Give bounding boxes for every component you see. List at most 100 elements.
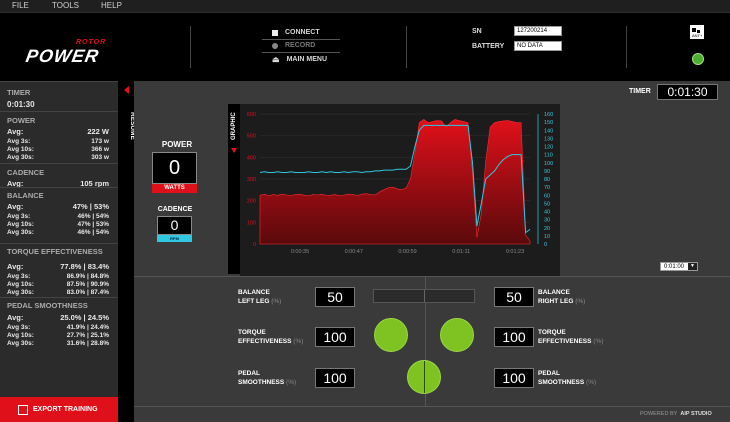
rpm-unit: RPM (157, 235, 192, 242)
torque-left-value: 100 (315, 327, 355, 347)
menu-file[interactable]: FILE (12, 1, 29, 10)
divider (262, 52, 340, 53)
y-right-tick-label: 110 (544, 153, 553, 159)
y-right-tick-label: 10 (544, 234, 550, 240)
menu-tools[interactable]: TOOLS (52, 1, 79, 10)
connect-button[interactable]: CONNECT (272, 29, 320, 36)
balance-left-label: BALANCE LEFT LEG (%) (238, 289, 282, 305)
cadence-title: CADENCE (157, 206, 193, 213)
section-title: PEDAL SMOOTHNESS (7, 301, 88, 310)
stat-row: Avg: 105 rpm (7, 179, 109, 188)
record-button[interactable]: RECORD (272, 42, 315, 49)
stat-row: Avg 10s: 47% | 53% (7, 221, 109, 228)
stat-row: Avg 3s: 173 w (7, 138, 109, 145)
torque-left-indicator (374, 318, 408, 352)
stat-row: Avg 10s: 87.5% | 90.9% (7, 281, 109, 288)
expand-arrow-icon[interactable] (231, 148, 237, 153)
zoom-dropdown[interactable]: 0:01:00 ▼ (660, 262, 698, 271)
power-series-area (259, 119, 531, 245)
power-title: POWER (161, 140, 193, 149)
y-right-tick-label: 120 (544, 145, 553, 151)
y-right-tick-label: 60 (544, 193, 550, 199)
y-left-tick-label: 500 (247, 134, 256, 140)
cadence-series-line (259, 124, 531, 234)
svg-text:ANT+: ANT+ (692, 33, 703, 38)
sn-label: SN (472, 28, 482, 35)
graphic-tab[interactable] (228, 104, 240, 274)
menu-bar: FILE TOOLS HELP (0, 0, 730, 13)
y-right-tick-label: 0 (544, 242, 547, 248)
graphic-label[interactable]: GRAPHIC (231, 112, 237, 140)
x-tick-label: 0:01:23 (506, 249, 524, 255)
refresh-icon[interactable] (692, 53, 704, 65)
smoothness-section: PEDAL SMOOTHNESS Avg: 25.0% | 24.5% Avg 3… (0, 297, 118, 353)
x-tick-label: 0:00:35 (291, 249, 309, 255)
exit-icon: ⏏ (272, 55, 280, 64)
y-left-tick-label: 300 (247, 177, 256, 183)
divider (406, 26, 407, 68)
stat-row: Avg: 25.0% | 24.5% (7, 313, 109, 322)
balance-right-label: BALANCE RIGHT LEG (%) (538, 289, 586, 305)
y-right-tick-label: 70 (544, 185, 550, 191)
stat-row: Avg 30s: 83.0% | 87.4% (7, 289, 109, 296)
divider (626, 26, 627, 68)
battery-field: NO DATA (514, 41, 562, 51)
resume-tab[interactable] (118, 81, 134, 422)
section-title: POWER (7, 116, 36, 125)
section-title: TIMER (7, 88, 31, 97)
export-training-button[interactable]: EXPORT TRAINING (0, 397, 118, 422)
y-right-tick-label: 130 (544, 136, 553, 142)
y-right-tick-label: 30 (544, 218, 550, 224)
smoothness-right-label: PEDAL SMOOTHNESS (%) (538, 370, 597, 386)
stop-icon (272, 29, 278, 36)
torque-right-value: 100 (494, 327, 534, 347)
x-tick-label: 0:01:11 (452, 249, 470, 255)
divider (134, 406, 730, 407)
menu-help[interactable]: HELP (101, 1, 122, 10)
x-tick-label: 0:00:47 (345, 249, 363, 255)
stat-row: Avg 30s: 303 w (7, 154, 109, 161)
y-left-tick-label: 400 (247, 155, 256, 161)
x-tick-label: 0:00:59 (398, 249, 416, 255)
training-chart: 0 100 200 300 400 500 600 0 10 20 30 40 50 60 70 80 90 10… (240, 104, 560, 276)
cadence-value: 0 (157, 216, 192, 235)
export-icon (18, 404, 28, 415)
balance-bar (373, 289, 475, 303)
power-section: POWER Avg: 222 W Avg 3s: 173 w Avg 10s: 366… (0, 111, 118, 163)
stat-row: Avg 3s: 86.9% | 84.8% (7, 273, 109, 280)
y-right-tick-label: 150 (544, 120, 553, 126)
connect-label: CONNECT (285, 29, 320, 36)
stat-row: Avg 30s: 46% | 54% (7, 229, 109, 236)
torque-right-indicator (440, 318, 474, 352)
timer-display: 0:01:30 (657, 84, 718, 100)
section-title: TORQUE EFFECTIVENESS (7, 247, 103, 256)
record-icon (272, 42, 278, 49)
y-right-tick-label: 160 (544, 112, 553, 118)
torque-left-label: TORQUE EFFECTIVENESS (%) (238, 329, 304, 345)
timer-label: TIMER (629, 88, 651, 95)
main-menu-button[interactable]: ⏏ MAIN MENU (272, 55, 327, 64)
chevron-down-icon: ▼ (688, 263, 697, 270)
balance-section: BALANCE Avg: 47% | 53% Avg 3s: 46% | 54% A… (0, 187, 118, 243)
y-right-tick-label: 40 (544, 210, 550, 216)
ant-plus-icon[interactable]: ANT+ (690, 25, 704, 39)
y-right-tick-label: 90 (544, 169, 550, 175)
sn-field[interactable]: 127200214 (514, 26, 562, 36)
smoothness-right-value: 100 (494, 368, 534, 388)
y-right-tick-label: 140 (544, 128, 553, 134)
zoom-value: 0:01:00 (664, 264, 685, 270)
record-label: RECORD (285, 42, 316, 49)
collapse-arrow-icon[interactable] (124, 86, 129, 94)
balance-left-value: 50 (315, 287, 355, 307)
torque-right-label: TORQUE EFFECTIVENESS (%) (538, 329, 604, 345)
y-right-tick-label: 20 (544, 226, 550, 232)
stat-row: Avg: 77.8% | 83.4% (7, 262, 109, 271)
y-right-tick-label: 100 (544, 161, 553, 167)
y-left-tick-label: 0 (253, 242, 256, 248)
smoothness-left-value: 100 (315, 368, 355, 388)
cadence-section: CADENCE Avg: 105 rpm (0, 163, 118, 188)
export-label: EXPORT TRAINING (33, 406, 98, 413)
header-bar: ROTOR POWER CONNECT RECORD ⏏ MAIN MENU S… (0, 13, 730, 81)
logo-brand: ROTOR (76, 39, 107, 46)
